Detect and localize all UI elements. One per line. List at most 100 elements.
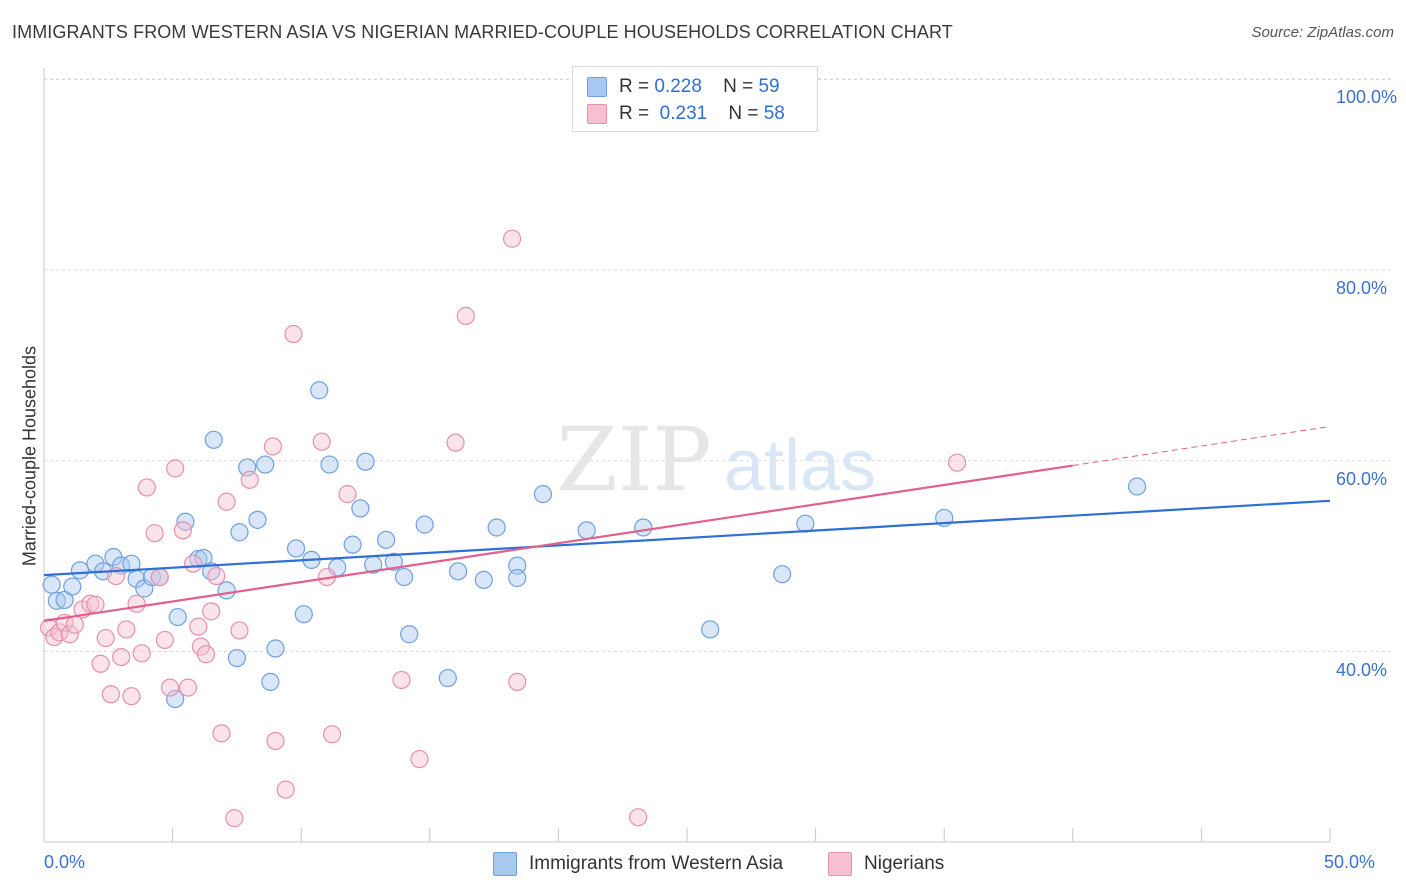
legend-label-western-asia: Immigrants from Western Asia bbox=[529, 853, 784, 874]
r-label: R = bbox=[619, 103, 650, 124]
data-point-nigerians bbox=[446, 433, 465, 452]
data-point-western-asia bbox=[266, 639, 285, 658]
r-label: R = bbox=[619, 76, 650, 97]
data-point-western-asia bbox=[351, 499, 370, 518]
trend-line-western-asia bbox=[43, 499, 1331, 577]
legend-item-nigerians: Nigerians bbox=[828, 852, 944, 876]
data-point-nigerians bbox=[155, 630, 174, 650]
data-point-nigerians bbox=[178, 678, 198, 697]
watermark-zip: ZIP bbox=[556, 408, 711, 511]
data-point-nigerians bbox=[217, 492, 236, 511]
data-point-western-asia bbox=[474, 570, 493, 590]
data-point-nigerians bbox=[160, 678, 180, 697]
data-point-western-asia bbox=[217, 581, 236, 600]
data-point-nigerians bbox=[91, 654, 110, 673]
data-point-nigerians bbox=[508, 672, 527, 691]
western-asia-swatch-icon bbox=[587, 77, 607, 97]
data-point-nigerians bbox=[60, 625, 79, 644]
data-point-nigerians bbox=[230, 621, 249, 640]
r-value: 0.231 bbox=[659, 103, 708, 124]
data-point-western-asia bbox=[533, 485, 553, 504]
data-point-western-asia bbox=[286, 539, 306, 558]
data-point-western-asia bbox=[384, 552, 403, 571]
data-point-nigerians bbox=[312, 432, 331, 451]
data-point-western-asia bbox=[261, 672, 280, 691]
y-tick-label-40: 40.0% bbox=[1336, 660, 1388, 680]
data-point-western-asia bbox=[400, 625, 419, 644]
data-point-nigerians bbox=[225, 809, 244, 828]
data-point-western-asia bbox=[487, 518, 506, 537]
data-point-western-asia bbox=[438, 668, 457, 688]
data-point-western-asia bbox=[415, 515, 434, 534]
data-point-western-asia bbox=[227, 648, 246, 668]
data-point-nigerians bbox=[338, 485, 357, 504]
stats-legend-row-western-asia: R = 0.228 N = 59 bbox=[587, 75, 780, 99]
data-point-nigerians bbox=[112, 648, 131, 667]
data-point-western-asia bbox=[168, 607, 187, 627]
data-point-nigerians bbox=[86, 595, 105, 614]
data-point-western-asia bbox=[230, 523, 249, 542]
data-point-nigerians bbox=[947, 453, 967, 472]
legend-item-western-asia: Immigrants from Western Asia bbox=[493, 852, 783, 876]
data-point-nigerians bbox=[212, 724, 231, 743]
data-point-western-asia bbox=[166, 689, 185, 709]
nigerians-swatch-icon bbox=[587, 104, 607, 124]
data-point-nigerians bbox=[166, 459, 185, 478]
n-label: N = bbox=[728, 103, 759, 124]
data-point-western-asia bbox=[796, 514, 815, 533]
chart-source: Source: ZipAtlas.com bbox=[1251, 24, 1394, 41]
data-point-western-asia bbox=[577, 521, 596, 540]
r-value: 0.228 bbox=[654, 76, 702, 97]
data-point-western-asia bbox=[394, 567, 414, 587]
data-point-western-asia bbox=[508, 568, 527, 588]
data-point-nigerians bbox=[410, 749, 429, 769]
data-point-nigerians bbox=[202, 602, 221, 621]
data-point-western-asia bbox=[356, 452, 375, 471]
data-point-nigerians bbox=[96, 628, 115, 648]
data-point-western-asia bbox=[634, 518, 653, 537]
data-point-nigerians bbox=[65, 615, 84, 634]
n-label: N = bbox=[723, 76, 754, 97]
data-point-western-asia bbox=[508, 556, 527, 575]
data-point-nigerians bbox=[189, 617, 208, 636]
western-asia-legend-icon bbox=[493, 852, 517, 876]
data-point-nigerians bbox=[240, 470, 259, 489]
data-point-nigerians bbox=[263, 437, 283, 456]
data-point-nigerians bbox=[137, 478, 156, 497]
data-point-nigerians bbox=[284, 324, 303, 344]
data-point-western-asia bbox=[310, 381, 329, 400]
data-point-western-asia bbox=[55, 590, 74, 610]
x-tick-label-max: 50.0% bbox=[1324, 852, 1376, 872]
data-point-western-asia bbox=[256, 455, 275, 474]
data-point-nigerians bbox=[122, 687, 141, 706]
chart-title: IMMIGRANTS FROM WESTERN ASIA VS NIGERIAN… bbox=[12, 22, 953, 42]
n-value: 58 bbox=[763, 103, 785, 124]
watermark-atlas: atlas bbox=[724, 426, 876, 506]
data-point-nigerians bbox=[276, 780, 295, 799]
data-point-western-asia bbox=[204, 430, 223, 449]
data-point-nigerians bbox=[101, 685, 120, 704]
data-point-nigerians bbox=[117, 620, 136, 639]
data-point-nigerians bbox=[150, 567, 169, 587]
data-point-nigerians bbox=[145, 524, 164, 543]
y-tick-label-100: 100.0% bbox=[1336, 87, 1398, 107]
y-tick-label-60: 60.0% bbox=[1336, 469, 1388, 489]
trend-line-nigerians-extension bbox=[1072, 425, 1331, 467]
data-point-western-asia bbox=[701, 620, 720, 639]
y-axis-label: Married-couple Households bbox=[19, 345, 40, 567]
data-point-nigerians bbox=[132, 644, 151, 663]
trend-line-nigerians bbox=[43, 464, 1073, 622]
data-point-western-asia bbox=[70, 561, 90, 580]
data-point-nigerians bbox=[456, 306, 475, 325]
data-point-nigerians bbox=[322, 725, 342, 744]
data-point-western-asia bbox=[320, 455, 339, 474]
data-point-western-asia bbox=[47, 591, 66, 610]
data-point-nigerians bbox=[503, 229, 522, 248]
stats-legend: R = 0.228 N = 59 R = 0.231 N = 58 bbox=[572, 66, 818, 132]
data-point-nigerians bbox=[184, 554, 203, 573]
data-point-nigerians bbox=[173, 521, 192, 540]
data-point-nigerians bbox=[207, 566, 226, 586]
n-value: 59 bbox=[758, 76, 780, 97]
data-point-nigerians bbox=[196, 645, 216, 664]
data-point-western-asia bbox=[248, 510, 267, 529]
